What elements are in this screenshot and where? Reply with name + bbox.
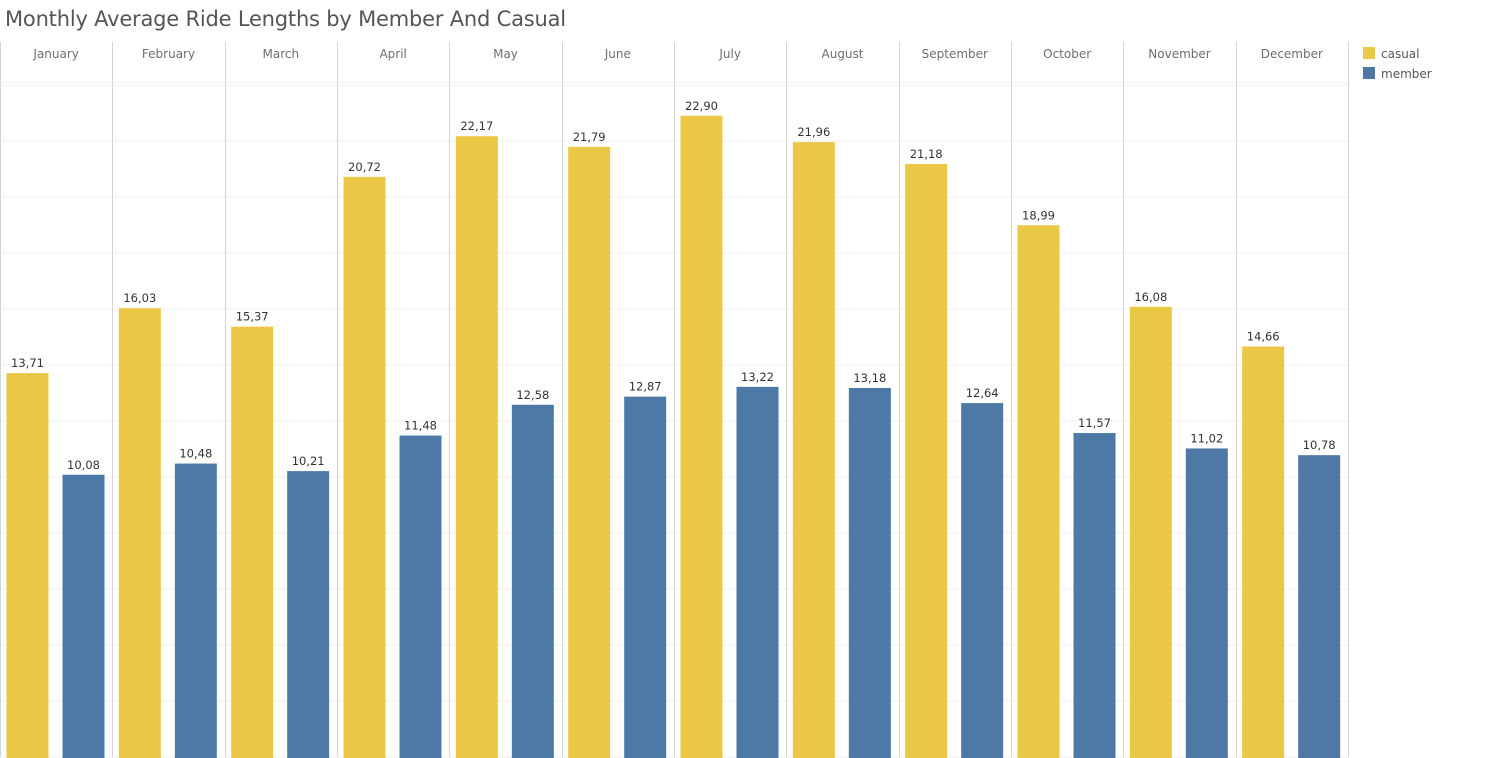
bar-member[interactable] <box>1185 448 1228 758</box>
data-label: 11,48 <box>404 419 437 433</box>
column-separators <box>0 42 1349 757</box>
data-label: 20,72 <box>348 160 381 174</box>
data-label: 21,18 <box>910 147 943 161</box>
data-label: 16,03 <box>123 291 156 305</box>
month-label: February <box>142 47 195 61</box>
data-label: 12,87 <box>629 380 662 394</box>
bar-casual[interactable] <box>1129 306 1172 758</box>
bar-member[interactable] <box>961 403 1004 758</box>
data-labels: 13,71 16,03 15,37 20,72 22,17 21,79 22,90 21,96… <box>11 99 1336 472</box>
bar-member[interactable] <box>174 463 217 758</box>
data-label: 10,08 <box>67 458 100 472</box>
month-label: November <box>1148 47 1210 61</box>
data-label: 10,21 <box>292 454 325 468</box>
data-label: 15,37 <box>236 310 269 324</box>
bar-casual[interactable] <box>905 163 948 758</box>
month-label: July <box>718 47 741 61</box>
month-label: January <box>32 47 79 61</box>
month-label: June <box>604 47 631 61</box>
data-label: 13,22 <box>741 370 774 384</box>
legend-label[interactable]: member <box>1381 67 1432 81</box>
data-label: 13,71 <box>11 356 44 370</box>
data-label: 12,64 <box>966 386 999 400</box>
bar-casual[interactable] <box>455 136 498 758</box>
data-label: 22,17 <box>460 119 493 133</box>
data-label: 22,90 <box>685 99 718 113</box>
bars <box>6 115 1341 758</box>
data-label: 12,58 <box>516 388 549 402</box>
legend-swatch-member <box>1363 67 1375 79</box>
data-label: 11,02 <box>1190 431 1223 445</box>
data-label: 14,66 <box>1247 330 1280 344</box>
month-label: March <box>263 47 300 61</box>
data-label: 11,57 <box>1078 416 1111 430</box>
data-label: 10,78 <box>1303 438 1336 452</box>
data-label: 21,96 <box>797 125 830 139</box>
legend: casual member <box>1363 47 1432 81</box>
bar-casual[interactable] <box>568 146 611 758</box>
data-label: 21,79 <box>573 130 606 144</box>
month-label: August <box>822 47 864 61</box>
month-label: April <box>379 47 406 61</box>
data-label: 16,08 <box>1134 290 1167 304</box>
data-label: 10,48 <box>179 447 212 461</box>
bar-member[interactable] <box>624 396 667 758</box>
month-label: December <box>1261 47 1323 61</box>
bar-member[interactable] <box>736 386 779 758</box>
chart-title: Monthly Average Ride Lengths by Member A… <box>5 7 566 31</box>
bar-casual[interactable] <box>118 308 161 758</box>
month-headers: January February March April May June July Augu… <box>32 47 1323 61</box>
bar-casual[interactable] <box>792 142 835 758</box>
bar-casual[interactable] <box>6 373 49 758</box>
bar-casual[interactable] <box>231 326 274 758</box>
bar-member[interactable] <box>1073 433 1116 758</box>
bar-member[interactable] <box>399 435 442 758</box>
month-label: October <box>1043 47 1091 61</box>
bar-casual[interactable] <box>1242 346 1285 758</box>
bar-member[interactable] <box>1298 455 1341 758</box>
bar-casual[interactable] <box>343 176 386 758</box>
month-label: May <box>493 47 518 61</box>
bar-member[interactable] <box>848 387 891 758</box>
bar-member[interactable] <box>511 404 554 758</box>
data-label: 18,99 <box>1022 208 1055 222</box>
data-label: 13,18 <box>853 371 886 385</box>
bar-member[interactable] <box>62 474 105 758</box>
legend-label[interactable]: casual <box>1381 47 1420 61</box>
bar-casual[interactable] <box>680 115 723 758</box>
bar-casual[interactable] <box>1017 225 1060 758</box>
legend-swatch-casual <box>1363 47 1375 59</box>
month-label: September <box>922 47 988 61</box>
bar-member[interactable] <box>287 471 330 758</box>
